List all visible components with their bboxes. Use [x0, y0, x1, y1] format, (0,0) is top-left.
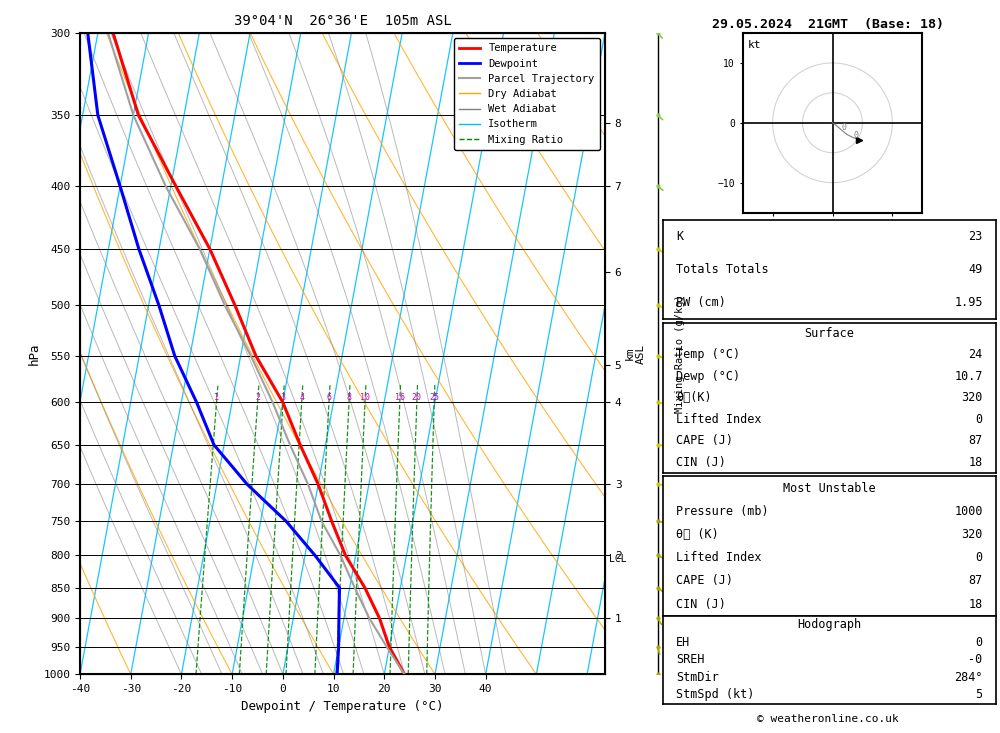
Text: 0: 0 — [976, 413, 983, 426]
Text: Most Unstable: Most Unstable — [783, 482, 876, 495]
Text: StmSpd (kt): StmSpd (kt) — [676, 688, 755, 701]
Text: 6: 6 — [327, 393, 332, 402]
Text: 1.95: 1.95 — [954, 296, 983, 309]
Text: 18: 18 — [968, 597, 983, 611]
Text: 3: 3 — [281, 393, 286, 402]
Text: 29.05.2024  21GMT  (Base: 18): 29.05.2024 21GMT (Base: 18) — [712, 18, 944, 32]
Text: θᴇ(K): θᴇ(K) — [676, 391, 712, 404]
Legend: Temperature, Dewpoint, Parcel Trajectory, Dry Adiabat, Wet Adiabat, Isotherm, Mi: Temperature, Dewpoint, Parcel Trajectory… — [454, 38, 600, 150]
Text: 1: 1 — [214, 393, 219, 402]
Text: 284°: 284° — [954, 671, 983, 684]
Text: 23: 23 — [968, 230, 983, 243]
Y-axis label: hPa: hPa — [27, 342, 40, 365]
Text: 10.7: 10.7 — [954, 369, 983, 383]
Text: CIN (J): CIN (J) — [676, 597, 726, 611]
Text: Mixing Ratio (g/kg): Mixing Ratio (g/kg) — [675, 294, 685, 413]
Text: CAPE (J): CAPE (J) — [676, 434, 733, 447]
Y-axis label: km
ASL: km ASL — [624, 344, 646, 364]
Text: 8: 8 — [347, 393, 352, 402]
Text: Lifted Index: Lifted Index — [676, 413, 762, 426]
Text: CIN (J): CIN (J) — [676, 455, 726, 468]
Text: 87: 87 — [968, 575, 983, 587]
Text: 0: 0 — [853, 130, 858, 140]
Text: Pressure (mb): Pressure (mb) — [676, 505, 769, 517]
Text: K: K — [676, 230, 683, 243]
Text: Lifted Index: Lifted Index — [676, 551, 762, 564]
Text: StmDir: StmDir — [676, 671, 719, 684]
Text: 0: 0 — [976, 551, 983, 564]
Text: EH: EH — [676, 636, 691, 649]
Text: CAPE (J): CAPE (J) — [676, 575, 733, 587]
Text: 320: 320 — [961, 391, 983, 404]
Text: 18: 18 — [968, 455, 983, 468]
Text: Hodograph: Hodograph — [797, 618, 862, 631]
Text: 16: 16 — [395, 393, 405, 402]
X-axis label: Dewpoint / Temperature (°C): Dewpoint / Temperature (°C) — [241, 699, 444, 712]
Text: -0: -0 — [968, 653, 983, 666]
Text: Dewp (°C): Dewp (°C) — [676, 369, 740, 383]
Text: Temp (°C): Temp (°C) — [676, 348, 740, 361]
Text: 24: 24 — [968, 348, 983, 361]
Title: 39°04'N  26°36'E  105m ASL: 39°04'N 26°36'E 105m ASL — [234, 14, 451, 28]
Text: 1000: 1000 — [954, 505, 983, 517]
Text: LCL: LCL — [609, 554, 627, 564]
Text: kt: kt — [748, 40, 762, 50]
Text: Surface: Surface — [805, 327, 854, 340]
Text: 5: 5 — [976, 688, 983, 701]
Text: 0: 0 — [841, 123, 846, 132]
Text: © weatheronline.co.uk: © weatheronline.co.uk — [757, 714, 898, 724]
Text: 0: 0 — [976, 636, 983, 649]
Text: 87: 87 — [968, 434, 983, 447]
Text: 4: 4 — [299, 393, 304, 402]
Text: 20: 20 — [412, 393, 422, 402]
Text: 320: 320 — [961, 528, 983, 541]
Text: PW (cm): PW (cm) — [676, 296, 726, 309]
Text: SREH: SREH — [676, 653, 705, 666]
Text: 25: 25 — [429, 393, 439, 402]
Text: 10: 10 — [360, 393, 370, 402]
Text: 2: 2 — [255, 393, 260, 402]
Text: Totals Totals: Totals Totals — [676, 263, 769, 276]
Text: θᴇ (K): θᴇ (K) — [676, 528, 719, 541]
Text: 49: 49 — [968, 263, 983, 276]
